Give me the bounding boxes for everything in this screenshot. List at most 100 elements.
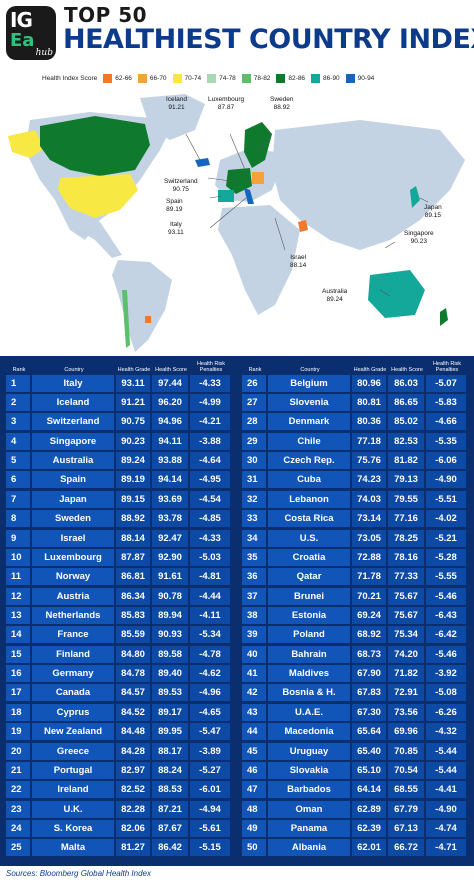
cell-grade: 93.11 [116,374,150,392]
cell-rank: 1 [6,374,30,392]
ranking-table-right: Rank Country Health Grade Health Score H… [242,356,468,857]
cell-penalty: -4.33 [190,529,230,547]
cell-rank: 38 [242,606,266,624]
cell-grade: 84.80 [116,645,150,663]
map-label-singapore: Singapore 90.23 [404,230,434,246]
cell-country: U.K. [32,800,114,818]
header-rank: Rank [248,367,262,373]
legend-swatch [207,74,217,83]
cell-country: Poland [268,626,350,644]
cell-grade: 71.78 [352,568,386,586]
cell-grade: 85.59 [116,626,150,644]
cell-rank: 8 [6,510,30,528]
cell-grade: 68.92 [352,626,386,644]
cell-penalty: -5.08 [426,684,466,702]
cell-score: 86.03 [388,374,424,392]
cell-grade: 74.23 [352,471,386,489]
uruguay-shape [145,316,151,323]
cell-grade: 80.96 [352,374,386,392]
cell-grade: 81.27 [116,839,150,857]
cell-score: 69.96 [388,723,424,741]
cell-grade: 69.24 [352,606,386,624]
cell-score: 96.20 [152,394,188,412]
cell-country: U.A.E. [268,703,350,721]
legend-item: 70-74 [172,74,201,83]
cell-country: Costa Rica [268,510,350,528]
chile-shape [122,290,130,348]
cell-rank: 7 [6,490,30,508]
cell-penalty: -5.27 [190,761,230,779]
legend-title: Health Index Score [42,75,98,82]
table-row: 5 Australia 89.24 93.88 -4.64 [6,450,232,470]
cell-rank: 45 [242,742,266,760]
usa-shape [58,174,138,218]
table-row: 15 Finland 84.80 89.58 -4.78 [6,644,232,663]
table-row: 3 Switzerland 90.75 94.96 -4.21 [6,412,232,431]
cell-penalty: -6.06 [426,452,466,470]
cell-grade: 73.14 [352,510,386,528]
cell-rank: 41 [242,665,266,683]
cell-score: 78.16 [388,548,424,566]
cell-rank: 13 [6,606,30,624]
cell-rank: 42 [242,684,266,702]
table-row: 20 Greece 84.28 88.17 -3.89 [6,741,232,760]
legend-label: 82-86 [288,75,306,82]
cell-grade: 80.81 [352,394,386,412]
header-penalty: Health Risk Penalties [432,361,462,373]
map-label-value: 89.15 [424,212,441,219]
header: IG Ea hub TOP 50 HEALTHIEST COUNTRY INDE… [0,0,474,66]
cell-score: 87.21 [152,800,188,818]
cell-grade: 73.05 [352,529,386,547]
table-row: 45 Uruguay 65.40 70.85 -5.44 [242,741,468,760]
map-label-country: Australia [322,288,348,295]
table-row: 47 Barbados 64.14 68.55 -4.41 [242,780,468,799]
table-row: 24 S. Korea 82.06 87.67 -5.61 [6,818,232,837]
cell-score: 67.79 [388,800,424,818]
cell-grade: 82.97 [116,761,150,779]
table-row: 17 Canada 84.57 89.53 -4.96 [6,683,232,702]
table-row: 29 Chile 77.18 82.53 -5.35 [242,431,468,450]
map-label-country: Singapore [404,230,434,237]
mexico-shape [72,218,122,258]
cell-penalty: -6.26 [426,703,466,721]
cell-grade: 89.24 [116,452,150,470]
cell-grade: 82.28 [116,800,150,818]
cell-score: 89.53 [152,684,188,702]
cell-country: Canada [32,684,114,702]
table-row: 6 Spain 89.19 94.14 -4.95 [6,470,232,489]
cell-score: 89.17 [152,703,188,721]
cell-penalty: -4.94 [190,800,230,818]
cell-rank: 37 [242,587,266,605]
map-label-value: 90.75 [172,186,189,193]
cell-penalty: -5.34 [190,626,230,644]
table-row: 2 Iceland 91.21 96.20 -4.99 [6,392,232,412]
page-title: HEALTHIEST COUNTRY INDEX [63,24,474,55]
cell-score: 72.91 [388,684,424,702]
cell-penalty: -3.92 [426,665,466,683]
table-row: 50 Albania 62.01 66.72 -4.71 [242,838,468,857]
table-header: Rank Country Health Grade Health Score H… [6,356,232,373]
cell-score: 73.56 [388,703,424,721]
table-row: 38 Estonia 69.24 75.67 -6.43 [242,605,468,624]
cell-rank: 49 [242,819,266,837]
map-label-country: Switzerland [164,178,198,185]
cell-rank: 5 [6,452,30,470]
cell-rank: 15 [6,645,30,663]
cell-country: Belgium [268,374,350,392]
cell-grade: 82.06 [116,819,150,837]
header-grade: Health Grade [353,367,387,373]
cell-grade: 85.83 [116,606,150,624]
cell-penalty: -5.03 [190,548,230,566]
cell-country: Sweden [32,510,114,528]
table-row: 40 Bahrain 68.73 74.20 -5.46 [242,644,468,663]
cell-penalty: -4.62 [190,665,230,683]
legend-item: 82-86 [276,74,305,83]
map-label-value: 93.11 [168,229,184,236]
rows-right: 26 Belgium 80.96 86.03 -5.07 27 Slovenia 80.81 8… [242,373,468,857]
cell-penalty: -4.85 [190,510,230,528]
cell-score: 74.20 [388,645,424,663]
legend-label: 62-66 [115,75,132,82]
cell-country: Italy [32,374,114,392]
legend-item: 78-82 [241,74,270,83]
header-country: Country [64,367,84,373]
